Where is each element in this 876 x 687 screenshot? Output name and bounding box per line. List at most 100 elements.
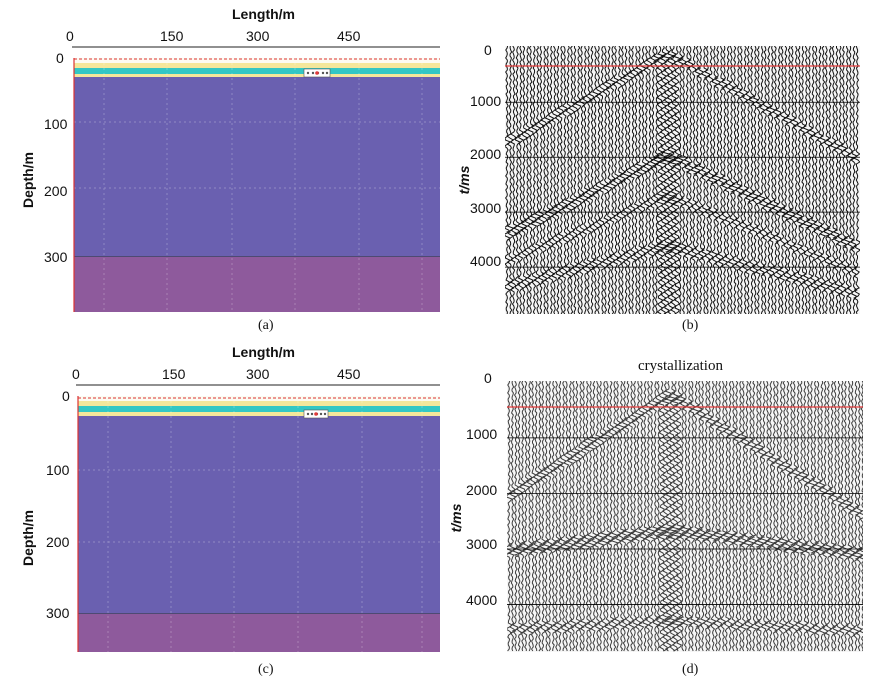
panel-c-ylabel: Depth/m (20, 510, 36, 566)
seismic-trace (588, 381, 599, 652)
seismic-trace (578, 46, 586, 314)
panel-d-ytick-4000: 4000 (466, 592, 498, 608)
seismic-trace (802, 46, 811, 314)
seismic-trace (852, 46, 860, 314)
seismic-trace (641, 46, 651, 314)
seismic-trace (541, 381, 552, 652)
seismic-trace (694, 381, 705, 652)
seismic-trace (536, 46, 546, 314)
seismic-trace (519, 46, 529, 314)
panel-a-ytick-300: 300 (44, 249, 68, 265)
seismic-trace (605, 381, 616, 652)
seismic-trace (797, 46, 808, 314)
seismic-trace (612, 381, 623, 652)
seismic-trace (599, 381, 610, 652)
seismic-trace (570, 46, 580, 314)
seismic-trace (696, 46, 706, 314)
seismic-trace (799, 381, 810, 652)
seismic-trace (621, 46, 631, 314)
seismic-trace (660, 46, 674, 314)
panel-c-xtick-450: 450 (337, 366, 361, 382)
seismic-trace (627, 381, 638, 651)
seismic-trace (616, 381, 627, 652)
seismic-trace (716, 46, 726, 314)
seismic-trace (664, 46, 677, 314)
seismic-trace (648, 46, 658, 314)
seismic-trace (753, 46, 763, 314)
seismic-trace (819, 46, 828, 314)
seismic-trace (522, 46, 532, 314)
seismic-trace (556, 46, 566, 314)
seismic-trace (535, 381, 545, 652)
seismic-trace (564, 381, 575, 652)
seismic-trace (687, 381, 698, 652)
seismic-trace (546, 46, 556, 314)
seismic-trace (505, 46, 512, 314)
seismic-trace (650, 381, 661, 652)
seismic-trace (548, 381, 558, 652)
seismic-trace (554, 381, 565, 652)
seismic-trace (791, 46, 801, 314)
seismic-trace (651, 46, 661, 314)
seismic-trace (815, 46, 825, 314)
seismic-trace (627, 46, 637, 314)
panel-d-ylabel: t/ms (448, 503, 464, 533)
panel-c-velocity-model (76, 384, 440, 652)
seismic-trace (840, 46, 849, 314)
seismic-trace (731, 381, 742, 652)
seismic-trace (782, 381, 793, 652)
seismic-trace (516, 46, 526, 314)
seismic-trace (581, 381, 592, 652)
seismic-trace (779, 381, 790, 652)
panel-b-ytick-1000: 1000 (470, 93, 502, 109)
seismic-trace (837, 381, 848, 652)
panel-b-caption: (b) (682, 318, 699, 333)
seismic-trace (671, 46, 684, 314)
seismic-trace (736, 381, 746, 652)
seismic-trace (507, 381, 514, 652)
seismic-trace (697, 381, 708, 652)
seismic-trace (778, 46, 788, 314)
seismic-trace (539, 46, 549, 314)
seismic-trace (526, 46, 536, 314)
seismic-trace (567, 46, 577, 314)
seismic-trace (569, 381, 580, 652)
seismic-trace (796, 381, 807, 652)
panel-c-xlabel: Length/m (232, 344, 295, 360)
panel-a-xtick-150: 150 (160, 28, 184, 44)
seismic-trace (601, 46, 611, 314)
panel-a-ytick-100: 100 (44, 116, 68, 132)
seismic-trace (593, 46, 603, 314)
seismic-trace (682, 46, 692, 314)
seismic-trace (830, 381, 840, 652)
panel-c-xtick-150: 150 (162, 366, 186, 382)
seismic-trace (654, 46, 668, 314)
seismic-trace (769, 381, 780, 652)
seismic-trace (727, 46, 736, 314)
panel-a-xtick-0: 0 (66, 28, 74, 44)
seismic-trace (550, 46, 560, 314)
seismic-trace (743, 46, 754, 314)
seismic-trace (810, 381, 820, 651)
seismic-trace (575, 381, 586, 652)
seismic-trace (636, 381, 647, 652)
seismic-trace (585, 381, 596, 652)
seismic-trace (846, 46, 856, 314)
seismic-trace (632, 46, 641, 314)
seismic-trace (757, 46, 767, 314)
seismic-trace (591, 46, 599, 314)
seismic-trace (825, 46, 834, 314)
seismic-trace (660, 381, 676, 652)
seismic-trace (647, 381, 657, 651)
seismic-trace (680, 381, 691, 652)
seismic-trace (614, 46, 625, 314)
seismic-trace (748, 381, 759, 652)
seismic-trace (677, 381, 688, 652)
seismic-trace (813, 381, 824, 652)
seismic-trace (571, 381, 582, 652)
seismic-trace (762, 381, 773, 652)
seismic-trace (776, 381, 785, 652)
seismic-trace (751, 46, 760, 314)
seismic-trace (795, 46, 805, 314)
seismic-trace (528, 381, 538, 652)
